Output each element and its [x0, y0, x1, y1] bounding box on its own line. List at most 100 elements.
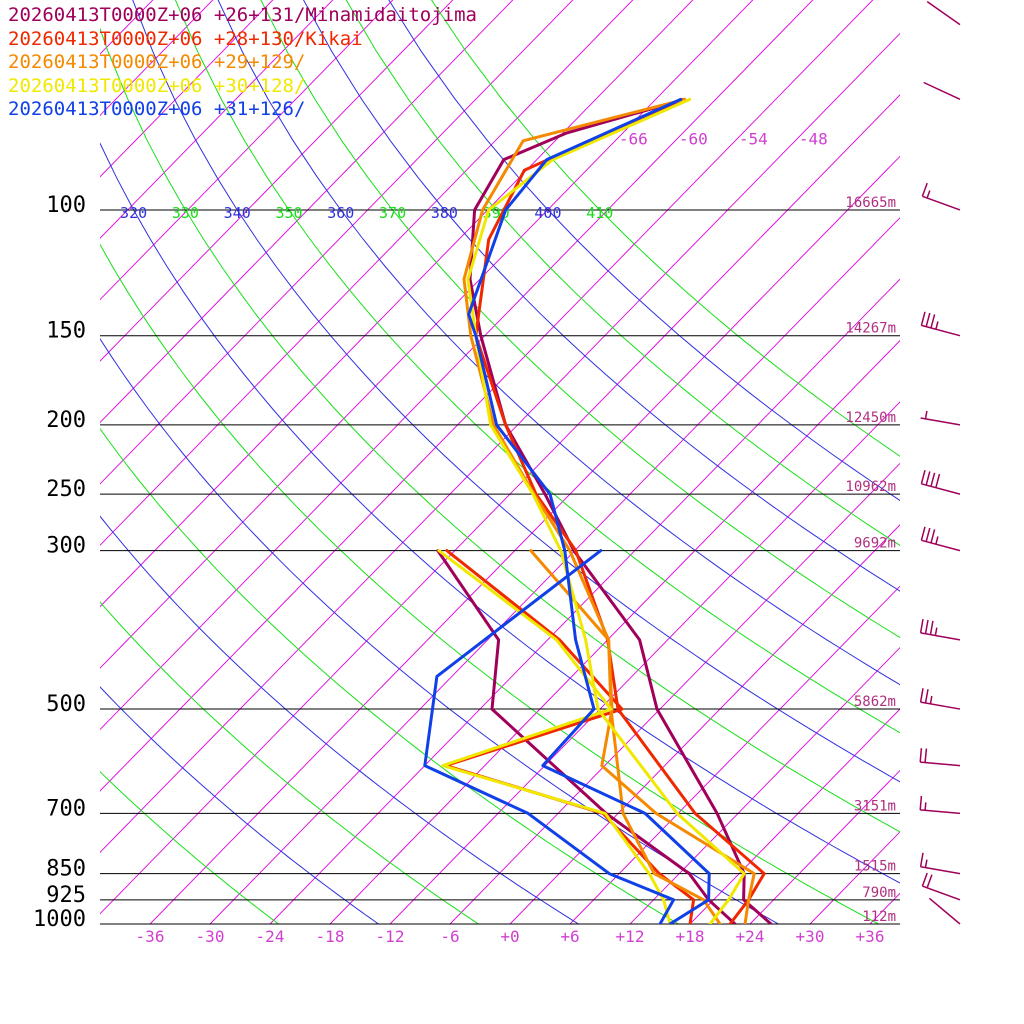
profile-line: [529, 549, 722, 924]
height-label-300: 9692m: [854, 536, 896, 552]
pressure-label-500: 500: [46, 692, 86, 717]
isotherm-label: -66: [619, 130, 648, 149]
adiabat-curve: [100, 27, 900, 833]
isotherm-line: [869, 892, 900, 924]
adiabat-curve: [100, 142, 900, 884]
isotherm-label: -48: [799, 130, 828, 149]
profile-line: [466, 97, 746, 924]
pressure-label-925: 925: [46, 883, 86, 908]
wind-barb: [919, 852, 961, 875]
height-label-700: 3151m: [854, 798, 896, 814]
isotherm-label: -60: [679, 130, 708, 149]
adiabat-curve: [100, 427, 679, 924]
isotherm-line: [100, 0, 874, 792]
temp-tick-label: +0: [500, 927, 519, 946]
isotherm-line: [569, 585, 900, 924]
legend-entry-31n-126e: 20260413T0000Z+06 +31+126/: [8, 98, 306, 121]
isotherm-line: [629, 646, 900, 924]
pressure-label-700: 700: [46, 796, 86, 821]
wind-barb: [919, 748, 961, 767]
isotherm-line: [100, 0, 274, 178]
isotherm-line: [990, 0, 1024, 924]
adiabat-curve: [100, 686, 379, 924]
adiabat-curve: [100, 601, 479, 924]
wind-barb: [921, 872, 961, 901]
isotherm-line: [389, 401, 900, 924]
height-label-500: 5862m: [854, 694, 896, 710]
isotherm-line: [100, 94, 900, 915]
temp-tick-label: -24: [256, 927, 285, 946]
adiabat-curve: [260, 0, 900, 639]
temp-tick-label: -30: [196, 927, 225, 946]
theta-label: 400: [534, 204, 561, 222]
wind-barbs: [919, 0, 961, 925]
profile-line: [423, 549, 676, 924]
isotherm-line: [0, 0, 98, 924]
isotherm-line: [930, 0, 1024, 924]
theta-label: 370: [379, 204, 406, 222]
isotherm-line: [100, 0, 634, 546]
adiabat-curve: [217, 0, 900, 686]
wind-barb: [920, 526, 961, 552]
isotherm-line: [0, 0, 38, 924]
height-label-850: 1515m: [854, 859, 896, 875]
height-label-150: 14267m: [845, 321, 896, 337]
profile-line: [436, 549, 737, 924]
isotherm-line: [749, 769, 900, 924]
adiabat-curve: [100, 515, 579, 924]
adiabat-curve: [132, 0, 900, 783]
temp-tick-label: +6: [560, 927, 579, 946]
height-label-100: 16665m: [845, 195, 896, 211]
pressure-label-850: 850: [46, 857, 86, 882]
isotherm-line: [100, 0, 754, 669]
adiabat-curve: [388, 0, 900, 502]
theta-label: 380: [431, 204, 458, 222]
theta-label: 330: [172, 204, 199, 222]
temp-tick-label: -12: [376, 927, 405, 946]
temp-tick-label: +36: [856, 927, 885, 946]
isotherm-line: [100, 0, 214, 117]
isotherm-line: [149, 155, 900, 924]
adiabat-curve: [302, 0, 900, 592]
isobar-lines: [100, 209, 900, 925]
legend: 20260413T0000Z+06 +26+131/Minamidaitojim…: [8, 4, 477, 122]
legend-entry-kikai: 20260413T0000Z+06 +28+130/Kikai: [8, 27, 363, 50]
temp-tick-label: -18: [316, 927, 345, 946]
adiabat-curve: [174, 0, 900, 734]
legend-entry-30n-128e: 20260413T0000Z+06 +30+128/: [8, 74, 306, 97]
wind-barb: [928, 897, 961, 925]
temp-tick-label: +18: [676, 927, 705, 946]
pressure-label-250: 250: [46, 477, 86, 502]
diagram-grid: [0, 0, 1024, 924]
legend-entry-29n-129e: 20260413T0000Z+06 +29+129/: [8, 51, 306, 74]
height-label-925: 790m: [862, 885, 896, 901]
height-label-200: 12450m: [845, 410, 896, 426]
theta-label: 410: [586, 204, 613, 222]
isotherm-line: [100, 0, 394, 301]
isotherm-line: [100, 0, 694, 608]
wind-barb: [919, 618, 961, 641]
isotherm-line: [269, 278, 900, 924]
isotherm-line: [100, 0, 574, 485]
profile-line: [468, 97, 773, 924]
theta-label: 340: [224, 204, 251, 222]
pressure-label-100: 100: [46, 193, 86, 218]
adiabat-curve: [100, 243, 879, 924]
temp-tick-label: +24: [736, 927, 765, 946]
profile-line: [437, 549, 672, 924]
temp-tick-label: +30: [796, 927, 825, 946]
wind-barb: [926, 0, 961, 26]
wind-barb: [920, 410, 961, 426]
pressure-label-1000: 1000: [33, 907, 86, 932]
wind-barb: [923, 81, 961, 101]
isotherm-line: [449, 462, 900, 924]
temp-tick-label: -36: [136, 927, 165, 946]
isotherm-line: [329, 339, 900, 924]
theta-label: 360: [327, 204, 354, 222]
isotherm-line: [100, 0, 454, 362]
temp-tick-label: +12: [616, 927, 645, 946]
isotherm-line: [100, 0, 514, 424]
pressure-label-200: 200: [46, 408, 86, 433]
isotherm-line: [100, 0, 154, 55]
